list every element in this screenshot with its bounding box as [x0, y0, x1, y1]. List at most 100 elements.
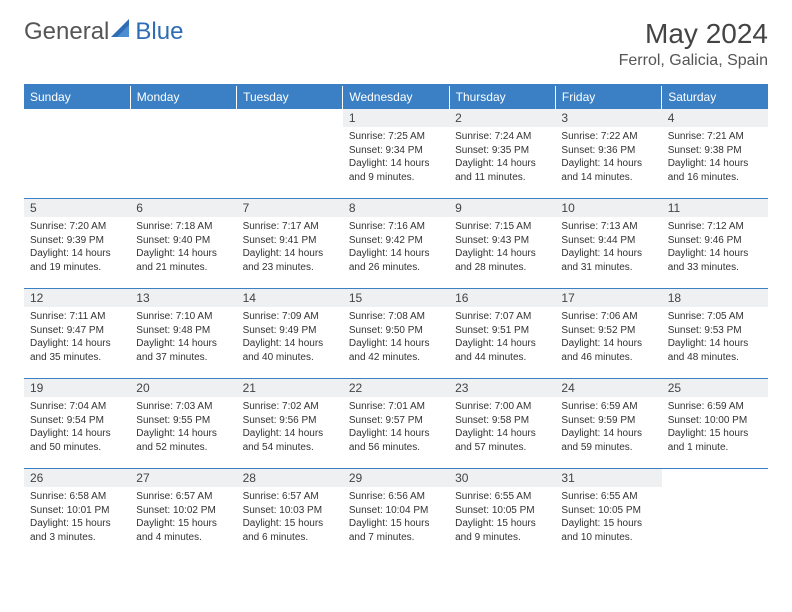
day-details: Sunrise: 7:08 AMSunset: 9:50 PMDaylight:… — [343, 307, 449, 368]
page-header: General Blue May 2024 Ferrol, Galicia, S… — [0, 0, 792, 78]
calendar-day-cell: 9Sunrise: 7:15 AMSunset: 9:43 PMDaylight… — [449, 199, 555, 289]
calendar-day-cell: 26Sunrise: 6:58 AMSunset: 10:01 PMDaylig… — [24, 469, 130, 559]
day-details: Sunrise: 6:57 AMSunset: 10:02 PMDaylight… — [130, 487, 236, 548]
day-details: Sunrise: 7:18 AMSunset: 9:40 PMDaylight:… — [130, 217, 236, 278]
day-details: Sunrise: 7:15 AMSunset: 9:43 PMDaylight:… — [449, 217, 555, 278]
calendar-week-row: 26Sunrise: 6:58 AMSunset: 10:01 PMDaylig… — [24, 469, 768, 559]
day-number: 26 — [24, 469, 130, 487]
day-details: Sunrise: 7:04 AMSunset: 9:54 PMDaylight:… — [24, 397, 130, 458]
day-details: Sunrise: 7:10 AMSunset: 9:48 PMDaylight:… — [130, 307, 236, 368]
calendar-table: SundayMondayTuesdayWednesdayThursdayFrid… — [24, 86, 768, 559]
calendar-day-cell: 29Sunrise: 6:56 AMSunset: 10:04 PMDaylig… — [343, 469, 449, 559]
calendar-day-cell: 21Sunrise: 7:02 AMSunset: 9:56 PMDayligh… — [237, 379, 343, 469]
calendar-empty-cell — [130, 109, 236, 199]
calendar-day-cell: 18Sunrise: 7:05 AMSunset: 9:53 PMDayligh… — [662, 289, 768, 379]
day-number: 27 — [130, 469, 236, 487]
day-number: 2 — [449, 109, 555, 127]
day-number: 5 — [24, 199, 130, 217]
day-details: Sunrise: 6:56 AMSunset: 10:04 PMDaylight… — [343, 487, 449, 548]
calendar-day-cell: 10Sunrise: 7:13 AMSunset: 9:44 PMDayligh… — [555, 199, 661, 289]
day-header: Sunday — [24, 86, 130, 109]
calendar-day-cell: 4Sunrise: 7:21 AMSunset: 9:38 PMDaylight… — [662, 109, 768, 199]
calendar-week-row: 19Sunrise: 7:04 AMSunset: 9:54 PMDayligh… — [24, 379, 768, 469]
day-number: 13 — [130, 289, 236, 307]
day-header: Friday — [555, 86, 661, 109]
calendar-empty-cell — [237, 109, 343, 199]
day-details: Sunrise: 7:09 AMSunset: 9:49 PMDaylight:… — [237, 307, 343, 368]
day-number: 18 — [662, 289, 768, 307]
day-details: Sunrise: 7:20 AMSunset: 9:39 PMDaylight:… — [24, 217, 130, 278]
day-details: Sunrise: 6:57 AMSunset: 10:03 PMDaylight… — [237, 487, 343, 548]
calendar-day-cell: 30Sunrise: 6:55 AMSunset: 10:05 PMDaylig… — [449, 469, 555, 559]
day-details: Sunrise: 7:00 AMSunset: 9:58 PMDaylight:… — [449, 397, 555, 458]
day-details: Sunrise: 7:06 AMSunset: 9:52 PMDaylight:… — [555, 307, 661, 368]
day-number: 14 — [237, 289, 343, 307]
day-header: Wednesday — [343, 86, 449, 109]
day-header: Thursday — [449, 86, 555, 109]
calendar-empty-cell — [24, 109, 130, 199]
calendar-day-cell: 27Sunrise: 6:57 AMSunset: 10:02 PMDaylig… — [130, 469, 236, 559]
day-header-row: SundayMondayTuesdayWednesdayThursdayFrid… — [24, 86, 768, 109]
calendar-day-cell: 14Sunrise: 7:09 AMSunset: 9:49 PMDayligh… — [237, 289, 343, 379]
day-number: 8 — [343, 199, 449, 217]
day-number: 15 — [343, 289, 449, 307]
calendar-day-cell: 11Sunrise: 7:12 AMSunset: 9:46 PMDayligh… — [662, 199, 768, 289]
day-number: 9 — [449, 199, 555, 217]
day-number: 6 — [130, 199, 236, 217]
calendar-empty-cell — [662, 469, 768, 559]
calendar-week-row: 5Sunrise: 7:20 AMSunset: 9:39 PMDaylight… — [24, 199, 768, 289]
day-number: 1 — [343, 109, 449, 127]
calendar-day-cell: 2Sunrise: 7:24 AMSunset: 9:35 PMDaylight… — [449, 109, 555, 199]
calendar-day-cell: 19Sunrise: 7:04 AMSunset: 9:54 PMDayligh… — [24, 379, 130, 469]
day-details: Sunrise: 7:05 AMSunset: 9:53 PMDaylight:… — [662, 307, 768, 368]
day-details: Sunrise: 6:55 AMSunset: 10:05 PMDaylight… — [449, 487, 555, 548]
title-block: May 2024 Ferrol, Galicia, Spain — [619, 18, 768, 70]
day-header: Saturday — [662, 86, 768, 109]
calendar-day-cell: 12Sunrise: 7:11 AMSunset: 9:47 PMDayligh… — [24, 289, 130, 379]
day-number: 21 — [237, 379, 343, 397]
calendar-day-cell: 8Sunrise: 7:16 AMSunset: 9:42 PMDaylight… — [343, 199, 449, 289]
calendar-body: 1Sunrise: 7:25 AMSunset: 9:34 PMDaylight… — [24, 109, 768, 559]
day-number: 23 — [449, 379, 555, 397]
day-number: 24 — [555, 379, 661, 397]
day-header: Tuesday — [237, 86, 343, 109]
month-title: May 2024 — [619, 18, 768, 50]
calendar: SundayMondayTuesdayWednesdayThursdayFrid… — [24, 84, 768, 559]
day-details: Sunrise: 7:13 AMSunset: 9:44 PMDaylight:… — [555, 217, 661, 278]
day-number: 7 — [237, 199, 343, 217]
day-details: Sunrise: 7:17 AMSunset: 9:41 PMDaylight:… — [237, 217, 343, 278]
calendar-day-cell: 17Sunrise: 7:06 AMSunset: 9:52 PMDayligh… — [555, 289, 661, 379]
day-number: 22 — [343, 379, 449, 397]
calendar-day-cell: 16Sunrise: 7:07 AMSunset: 9:51 PMDayligh… — [449, 289, 555, 379]
day-number: 3 — [555, 109, 661, 127]
day-details: Sunrise: 7:11 AMSunset: 9:47 PMDaylight:… — [24, 307, 130, 368]
day-number: 10 — [555, 199, 661, 217]
day-number: 25 — [662, 379, 768, 397]
calendar-day-cell: 24Sunrise: 6:59 AMSunset: 9:59 PMDayligh… — [555, 379, 661, 469]
day-number: 11 — [662, 199, 768, 217]
sail-icon — [111, 18, 133, 46]
calendar-day-cell: 22Sunrise: 7:01 AMSunset: 9:57 PMDayligh… — [343, 379, 449, 469]
day-number: 31 — [555, 469, 661, 487]
day-details: Sunrise: 7:03 AMSunset: 9:55 PMDaylight:… — [130, 397, 236, 458]
day-details: Sunrise: 6:59 AMSunset: 10:00 PMDaylight… — [662, 397, 768, 458]
day-header: Monday — [130, 86, 236, 109]
day-details: Sunrise: 6:58 AMSunset: 10:01 PMDaylight… — [24, 487, 130, 548]
day-details: Sunrise: 7:16 AMSunset: 9:42 PMDaylight:… — [343, 217, 449, 278]
calendar-day-cell: 23Sunrise: 7:00 AMSunset: 9:58 PMDayligh… — [449, 379, 555, 469]
day-details: Sunrise: 7:07 AMSunset: 9:51 PMDaylight:… — [449, 307, 555, 368]
day-number: 12 — [24, 289, 130, 307]
day-details: Sunrise: 7:22 AMSunset: 9:36 PMDaylight:… — [555, 127, 661, 188]
calendar-day-cell: 13Sunrise: 7:10 AMSunset: 9:48 PMDayligh… — [130, 289, 236, 379]
day-details: Sunrise: 7:02 AMSunset: 9:56 PMDaylight:… — [237, 397, 343, 458]
day-number: 29 — [343, 469, 449, 487]
calendar-day-cell: 1Sunrise: 7:25 AMSunset: 9:34 PMDaylight… — [343, 109, 449, 199]
day-details: Sunrise: 7:21 AMSunset: 9:38 PMDaylight:… — [662, 127, 768, 188]
calendar-day-cell: 20Sunrise: 7:03 AMSunset: 9:55 PMDayligh… — [130, 379, 236, 469]
day-details: Sunrise: 6:59 AMSunset: 9:59 PMDaylight:… — [555, 397, 661, 458]
day-details: Sunrise: 6:55 AMSunset: 10:05 PMDaylight… — [555, 487, 661, 548]
day-number: 30 — [449, 469, 555, 487]
calendar-day-cell: 28Sunrise: 6:57 AMSunset: 10:03 PMDaylig… — [237, 469, 343, 559]
day-details: Sunrise: 7:24 AMSunset: 9:35 PMDaylight:… — [449, 127, 555, 188]
brand-part1: General — [24, 18, 109, 46]
